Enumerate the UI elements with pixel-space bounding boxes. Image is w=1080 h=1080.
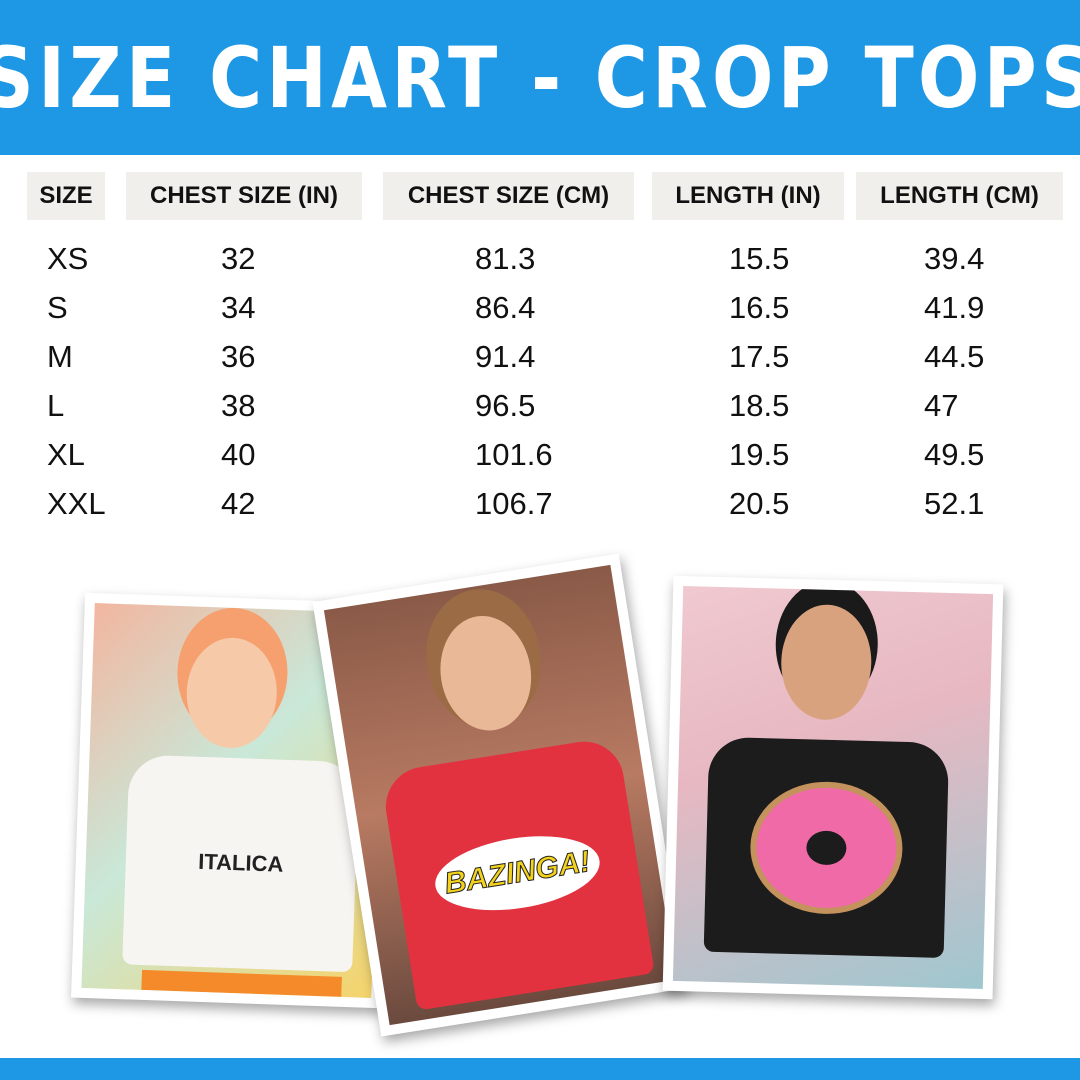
cell-size: XS (47, 241, 89, 276)
cell-length-cm: 49.5 (924, 437, 985, 472)
cell-size: M (47, 339, 73, 374)
page-title: SIZE CHART - CROP TOPS (0, 28, 1080, 127)
cell-chest-in: 32 (221, 241, 256, 276)
shirt-print-text: ITALICA (197, 848, 284, 877)
header-chest-cm: CHEST SIZE (CM) (383, 172, 634, 220)
title-banner: SIZE CHART - CROP TOPS (0, 0, 1080, 155)
cell-size: XL (47, 437, 85, 472)
header-length-in: LENGTH (IN) (652, 172, 844, 220)
cell-length-in: 20.5 (729, 486, 790, 521)
cell-chest-in: 42 (221, 486, 256, 521)
photo-black-crop-top (662, 575, 1004, 1000)
cell-chest-cm: 86.4 (475, 290, 536, 325)
cell-length-in: 15.5 (729, 241, 790, 276)
cell-length-in: 19.5 (729, 437, 790, 472)
cell-chest-cm: 81.3 (475, 241, 536, 276)
cell-size: XXL (47, 486, 106, 521)
header-size: SIZE (27, 172, 105, 220)
cell-length-cm: 44.5 (924, 339, 985, 374)
cell-length-cm: 41.9 (924, 290, 985, 325)
header-length-cm: LENGTH (CM) (856, 172, 1063, 220)
cell-length-cm: 47 (924, 388, 959, 423)
cell-length-in: 16.5 (729, 290, 790, 325)
cell-chest-in: 34 (221, 290, 256, 325)
cell-chest-in: 40 (221, 437, 256, 472)
cell-size: S (47, 290, 68, 325)
cell-chest-cm: 91.4 (475, 339, 536, 374)
cell-chest-in: 38 (221, 388, 256, 423)
cell-chest-cm: 101.6 (475, 437, 553, 472)
cell-chest-in: 36 (221, 339, 256, 374)
footer-bar (0, 1058, 1080, 1080)
cell-length-cm: 39.4 (924, 241, 985, 276)
cell-chest-cm: 96.5 (475, 388, 536, 423)
cell-length-in: 18.5 (729, 388, 790, 423)
cell-size: L (47, 388, 65, 423)
header-chest-in: CHEST SIZE (IN) (126, 172, 362, 220)
cell-length-cm: 52.1 (924, 486, 985, 521)
donut-graphic (748, 779, 905, 916)
cell-chest-cm: 106.7 (475, 486, 553, 521)
cell-length-in: 17.5 (729, 339, 790, 374)
shirt-print-text: BAZINGA! (442, 844, 593, 901)
